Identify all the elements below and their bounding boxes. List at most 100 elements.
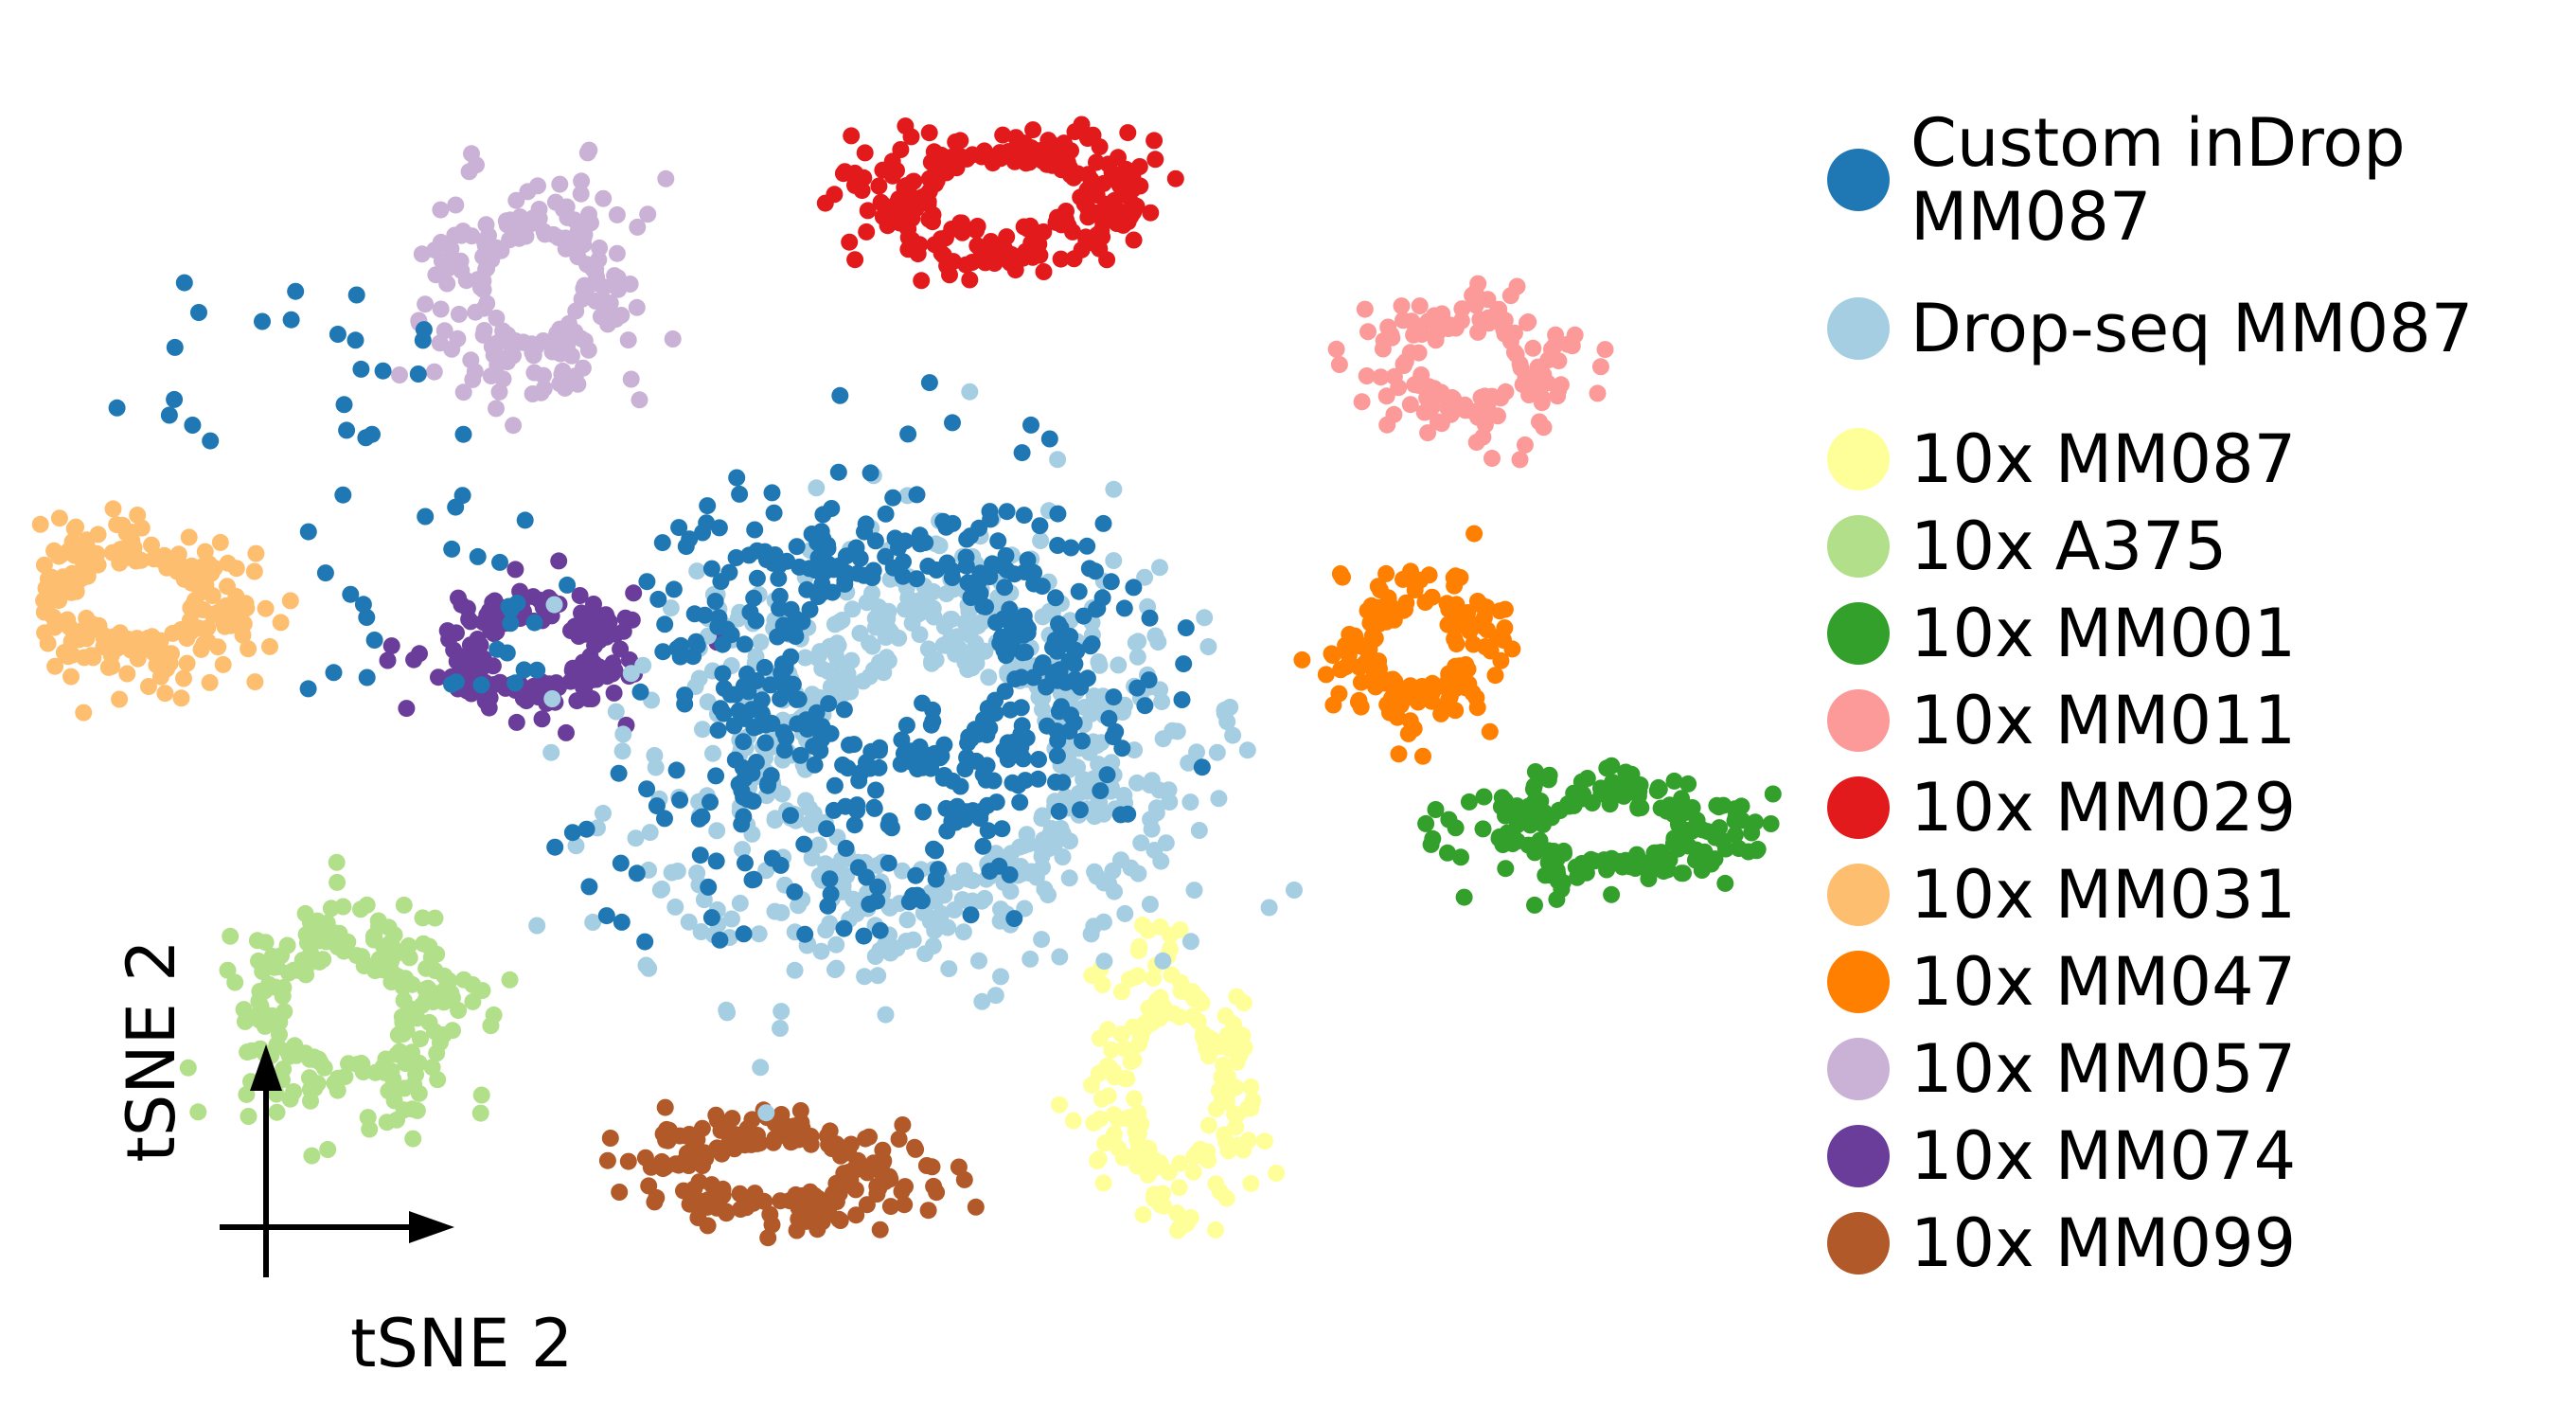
point-drop-seq-mm087 <box>1199 638 1217 655</box>
point-10x-mm057 <box>463 227 481 245</box>
point-10x-mm074 <box>382 637 400 655</box>
point-10x-mm047 <box>1346 627 1364 645</box>
point-10x-mm074 <box>533 710 551 728</box>
point-custom-indrop-mm087 <box>986 704 1004 722</box>
point-10x-a375 <box>319 1141 337 1158</box>
point-custom-indrop-mm087 <box>772 690 790 707</box>
point-custom-indrop-mm087 <box>845 816 863 834</box>
point-drop-seq-mm087 <box>1181 933 1199 951</box>
point-custom-indrop-mm087 <box>808 704 826 722</box>
point-10x-mm031 <box>240 640 258 658</box>
point-10x-mm001 <box>1630 782 1648 800</box>
point-10x-mm001 <box>1499 827 1517 845</box>
point-10x-mm087 <box>1218 1068 1236 1086</box>
point-10x-mm099 <box>712 1121 730 1139</box>
point-10x-mm029 <box>870 177 888 195</box>
point-10x-mm011 <box>1393 297 1411 315</box>
point-10x-mm031 <box>151 639 169 657</box>
point-10x-mm047 <box>1491 602 1509 620</box>
point-drop-seq-mm087 <box>986 987 1004 1005</box>
point-10x-mm057 <box>443 256 461 274</box>
point-10x-mm001 <box>1424 829 1442 847</box>
point-10x-mm057 <box>628 298 646 316</box>
point-10x-mm011 <box>1330 356 1348 373</box>
point-10x-mm057 <box>514 333 532 351</box>
legend-label: 10x MM029 <box>1910 769 2297 847</box>
point-10x-mm011 <box>1432 415 1450 433</box>
point-10x-mm099 <box>881 1198 899 1216</box>
point-custom-indrop-mm087 <box>836 575 854 593</box>
point-custom-indrop-mm087 <box>981 863 999 881</box>
point-custom-indrop-mm087 <box>1002 640 1020 658</box>
point-custom-indrop-mm087 <box>702 793 719 811</box>
point-drop-seq-mm087 <box>844 600 862 618</box>
legend-label: 10x MM099 <box>1910 1204 2297 1282</box>
point-10x-mm029 <box>941 266 958 284</box>
point-custom-indrop-mm087 <box>737 854 754 872</box>
point-custom-indrop-mm087 <box>770 569 788 587</box>
point-drop-seq-mm087 <box>731 894 749 912</box>
point-10x-mm087 <box>1138 1150 1156 1168</box>
point-10x-mm057 <box>535 223 553 241</box>
point-10x-mm011 <box>1395 312 1412 330</box>
point-10x-mm001 <box>1673 865 1691 882</box>
point-10x-mm099 <box>928 1184 946 1202</box>
point-drop-seq-mm087 <box>1054 848 1072 865</box>
point-10x-a375 <box>297 925 315 943</box>
point-drop-seq-mm087 <box>666 898 684 916</box>
point-10x-mm099 <box>778 1117 796 1135</box>
point-10x-a375 <box>257 934 275 952</box>
point-10x-mm074 <box>566 617 584 635</box>
point-10x-mm057 <box>438 275 456 293</box>
legend-item: 10x MM011 <box>1827 684 2473 758</box>
point-10x-a375 <box>426 962 444 980</box>
point-custom-indrop-mm087 <box>740 546 758 564</box>
point-10x-mm099 <box>759 1229 777 1247</box>
point-10x-mm057 <box>475 299 493 317</box>
point-10x-mm087 <box>1235 994 1252 1012</box>
point-custom-indrop-mm087 <box>612 854 630 872</box>
point-10x-mm074 <box>467 660 485 678</box>
point-custom-indrop-mm087 <box>443 540 461 558</box>
point-10x-a375 <box>243 1008 261 1026</box>
point-10x-mm087 <box>1116 1148 1134 1165</box>
point-custom-indrop-mm087 <box>1053 698 1070 716</box>
point-10x-mm029 <box>859 202 877 220</box>
point-10x-mm074 <box>612 640 630 658</box>
point-10x-mm001 <box>1492 798 1510 815</box>
point-10x-mm099 <box>806 1186 824 1204</box>
point-10x-mm074 <box>476 692 494 710</box>
legend-label: 10x MM011 <box>1910 682 2297 759</box>
point-10x-a375 <box>395 896 413 914</box>
point-10x-mm029 <box>1088 153 1105 171</box>
point-10x-mm057 <box>530 209 548 227</box>
point-10x-mm011 <box>1419 424 1437 442</box>
point-custom-indrop-mm087 <box>1040 430 1058 448</box>
legend-marker <box>1827 149 1890 211</box>
point-10x-mm087 <box>1181 1209 1199 1226</box>
point-drop-seq-mm087 <box>897 600 914 618</box>
point-10x-mm029 <box>882 207 900 225</box>
point-drop-seq-mm087 <box>1154 730 1172 748</box>
point-drop-seq-mm087 <box>662 599 680 617</box>
point-10x-mm057 <box>553 365 571 383</box>
point-10x-a375 <box>367 955 385 973</box>
point-10x-a375 <box>382 1062 400 1080</box>
point-10x-a375 <box>424 993 442 1010</box>
point-10x-mm099 <box>831 1212 849 1229</box>
point-custom-indrop-mm087 <box>352 360 370 378</box>
point-custom-indrop-mm087 <box>791 746 809 764</box>
point-10x-mm087 <box>1126 1090 1143 1108</box>
point-custom-indrop-mm087 <box>733 815 751 833</box>
point-10x-mm099 <box>636 1149 654 1167</box>
point-10x-mm087 <box>1099 1021 1117 1039</box>
point-10x-mm029 <box>1108 215 1126 232</box>
point-10x-mm099 <box>871 1221 889 1239</box>
point-10x-mm057 <box>543 343 561 361</box>
point-custom-indrop-mm087 <box>978 757 996 775</box>
point-10x-mm057 <box>511 208 529 226</box>
point-custom-indrop-mm087 <box>772 856 790 874</box>
point-10x-mm074 <box>571 587 589 604</box>
point-10x-a375 <box>472 1086 490 1104</box>
point-10x-a375 <box>501 971 519 989</box>
